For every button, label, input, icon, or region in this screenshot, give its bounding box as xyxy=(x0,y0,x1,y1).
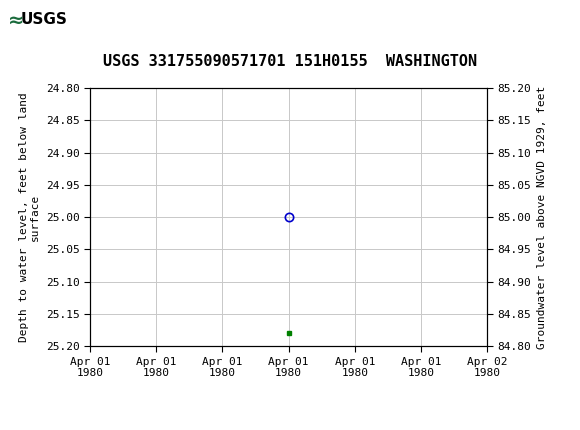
Text: ≈: ≈ xyxy=(8,10,24,30)
Bar xyxy=(5,3,83,37)
Y-axis label: Depth to water level, feet below land
surface: Depth to water level, feet below land su… xyxy=(19,92,40,342)
Text: USGS 331755090571701 151H0155  WASHINGTON: USGS 331755090571701 151H0155 WASHINGTON xyxy=(103,54,477,69)
Text: USGS: USGS xyxy=(20,12,67,28)
Y-axis label: Groundwater level above NGVD 1929, feet: Groundwater level above NGVD 1929, feet xyxy=(537,86,547,349)
